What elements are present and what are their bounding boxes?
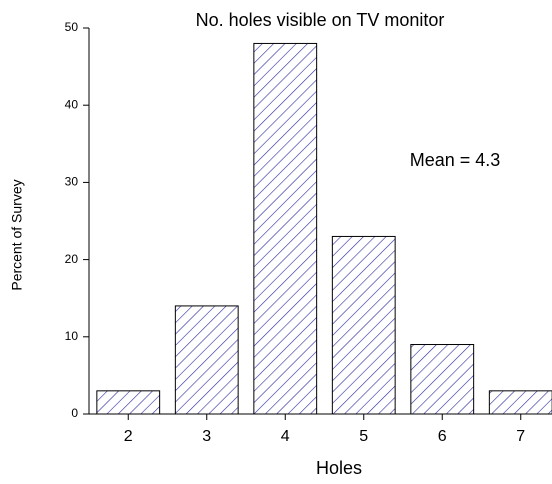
x-tick-label: 7: [516, 428, 525, 445]
x-tick-label: 4: [281, 428, 290, 445]
y-tick-label: 40: [65, 97, 79, 111]
y-tick-label: 0: [71, 406, 78, 420]
x-tick-label: 2: [124, 428, 133, 445]
bar: [331, 235, 396, 415]
x-tick-label: 3: [202, 428, 211, 445]
annotation: Mean = 4.3: [410, 150, 501, 170]
bar: [96, 390, 161, 415]
y-tick-label: 20: [65, 252, 79, 266]
bar: [488, 390, 552, 415]
x-tick-label: 5: [359, 428, 368, 445]
x-tick-label: 6: [438, 428, 447, 445]
bar: [174, 305, 239, 415]
y-tick-label: 30: [65, 175, 79, 189]
x-axis-label: Holes: [316, 458, 362, 478]
bar: [410, 344, 475, 415]
y-tick-label: 50: [65, 20, 79, 34]
y-tick-label: 10: [65, 329, 79, 343]
chart-title: No. holes visible on TV monitor: [196, 10, 445, 30]
y-axis-label: Percent of Survey: [9, 179, 25, 290]
bar: [253, 42, 318, 415]
